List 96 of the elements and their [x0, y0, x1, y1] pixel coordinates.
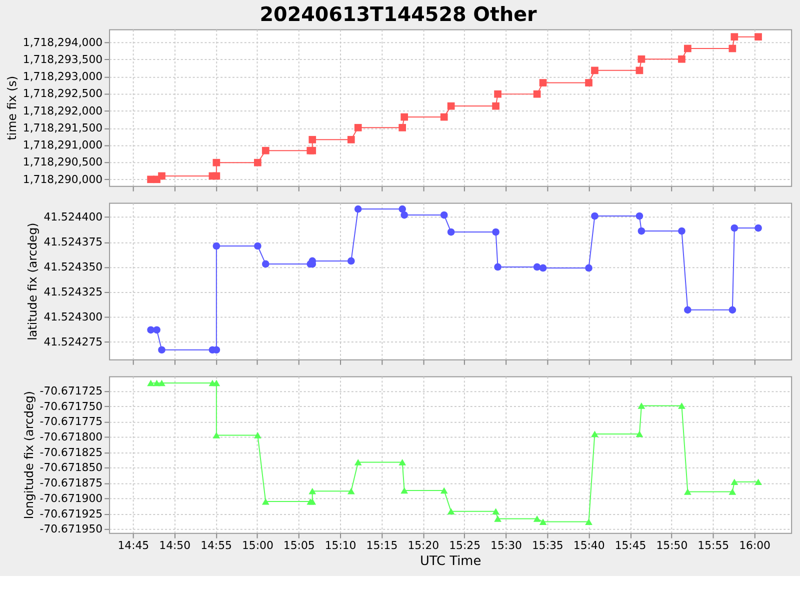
- point: [347, 488, 355, 494]
- point: [447, 508, 455, 515]
- point: [492, 228, 500, 236]
- chart-title: 20240613T144528 Other: [260, 2, 538, 26]
- point: [730, 224, 738, 232]
- x-tick-label: 15:35: [532, 539, 564, 552]
- y-tick-label: -70.671775: [40, 415, 103, 428]
- point: [728, 488, 736, 495]
- y-tick-label: 1,718,291,000: [22, 138, 103, 152]
- y-tick-label: 41.524275: [44, 335, 103, 348]
- y-tick-label: 41.524300: [44, 310, 103, 324]
- point: [400, 487, 408, 494]
- x-tick-label: 15:40: [573, 539, 605, 552]
- x-tick-label: 15:00: [242, 539, 274, 552]
- y-tick-label: 41.524375: [44, 235, 103, 248]
- point: [730, 478, 738, 486]
- point: [539, 518, 547, 525]
- y-axis-title: longitude fix (arcdeg): [22, 390, 36, 520]
- y-tick-label: 1,718,292,500: [22, 87, 103, 100]
- x-tick-label: 15:15: [366, 539, 398, 552]
- y-tick-label: -70.671900: [40, 492, 103, 505]
- point: [158, 380, 166, 386]
- x-tick-label: 16:00: [739, 539, 771, 552]
- point: [684, 306, 692, 314]
- x-tick-label: 15:45: [614, 539, 646, 552]
- point: [492, 508, 500, 515]
- y-tick-label: 1,718,292,000: [22, 104, 103, 118]
- point: [638, 227, 646, 235]
- point: [347, 257, 355, 265]
- point: [147, 380, 154, 386]
- point: [447, 228, 455, 236]
- y-tick-label: -70.671750: [40, 400, 103, 413]
- y-tick-label: 1,718,293,500: [22, 52, 103, 66]
- point: [684, 488, 692, 495]
- y-tick-label: -70.671925: [40, 507, 103, 520]
- point: [591, 430, 598, 438]
- point: [533, 516, 541, 522]
- point: [212, 380, 220, 386]
- x-tick-label: 14:45: [118, 539, 150, 552]
- point: [153, 326, 160, 334]
- y-tick-label: 1,718,294,000: [22, 36, 103, 49]
- point: [158, 346, 166, 354]
- x-tick-label: 15:25: [449, 539, 481, 552]
- point: [400, 211, 408, 219]
- y-tick-label: 41.524350: [44, 260, 103, 274]
- point: [398, 205, 406, 213]
- point: [494, 516, 502, 522]
- y-tick-label: 41.524400: [44, 210, 103, 224]
- point: [539, 264, 547, 272]
- point: [678, 402, 686, 409]
- y-tick-label: -70.671875: [40, 476, 103, 490]
- point: [585, 264, 592, 272]
- y-tick-label: -70.671950: [40, 522, 103, 536]
- point: [354, 459, 362, 466]
- y-tick-label: 1,718,291,500: [22, 121, 103, 134]
- point: [212, 432, 220, 438]
- point: [754, 478, 762, 486]
- point: [440, 487, 448, 494]
- y-tick-label: -70.671850: [40, 461, 103, 474]
- point: [638, 402, 646, 409]
- point: [636, 430, 644, 438]
- point: [308, 488, 316, 494]
- point: [494, 263, 502, 271]
- x-axis-title: UTC Time: [420, 554, 482, 570]
- point: [678, 227, 686, 235]
- point: [636, 212, 644, 220]
- point: [262, 260, 270, 268]
- x-tick-label: 15:50: [656, 539, 688, 552]
- point: [354, 205, 362, 213]
- point: [440, 211, 448, 219]
- point: [585, 518, 592, 525]
- point: [262, 498, 270, 505]
- y-tick-label: -70.671800: [40, 430, 103, 444]
- x-tick-label: 15:10: [324, 539, 356, 552]
- x-tick-label: 14:50: [159, 539, 191, 552]
- point: [533, 263, 541, 271]
- y-tick-label: 41.524325: [44, 285, 103, 298]
- point: [591, 212, 598, 220]
- point: [254, 242, 262, 250]
- y-tick-label: 1,718,290,000: [22, 172, 103, 186]
- point: [398, 459, 406, 466]
- point: [728, 306, 736, 314]
- x-tick-label: 15:05: [283, 539, 315, 552]
- point: [254, 432, 262, 438]
- y-axis-title: latitude fix (arcdeg): [26, 222, 40, 340]
- x-tick-label: 15:20: [408, 539, 440, 552]
- y-axis-title: time fix (s): [4, 76, 19, 140]
- x-tick-label: 15:30: [490, 539, 522, 552]
- y-tick-label: 1,718,290,500: [22, 156, 103, 169]
- y-tick-label: 1,718,293,000: [22, 70, 103, 84]
- x-tick-label: 15:55: [698, 539, 730, 552]
- y-tick-label: -70.671825: [40, 446, 103, 459]
- point: [212, 242, 220, 250]
- x-tick-label: 14:55: [200, 539, 232, 552]
- point: [754, 224, 762, 232]
- y-tick-label: -70.671725: [40, 384, 103, 398]
